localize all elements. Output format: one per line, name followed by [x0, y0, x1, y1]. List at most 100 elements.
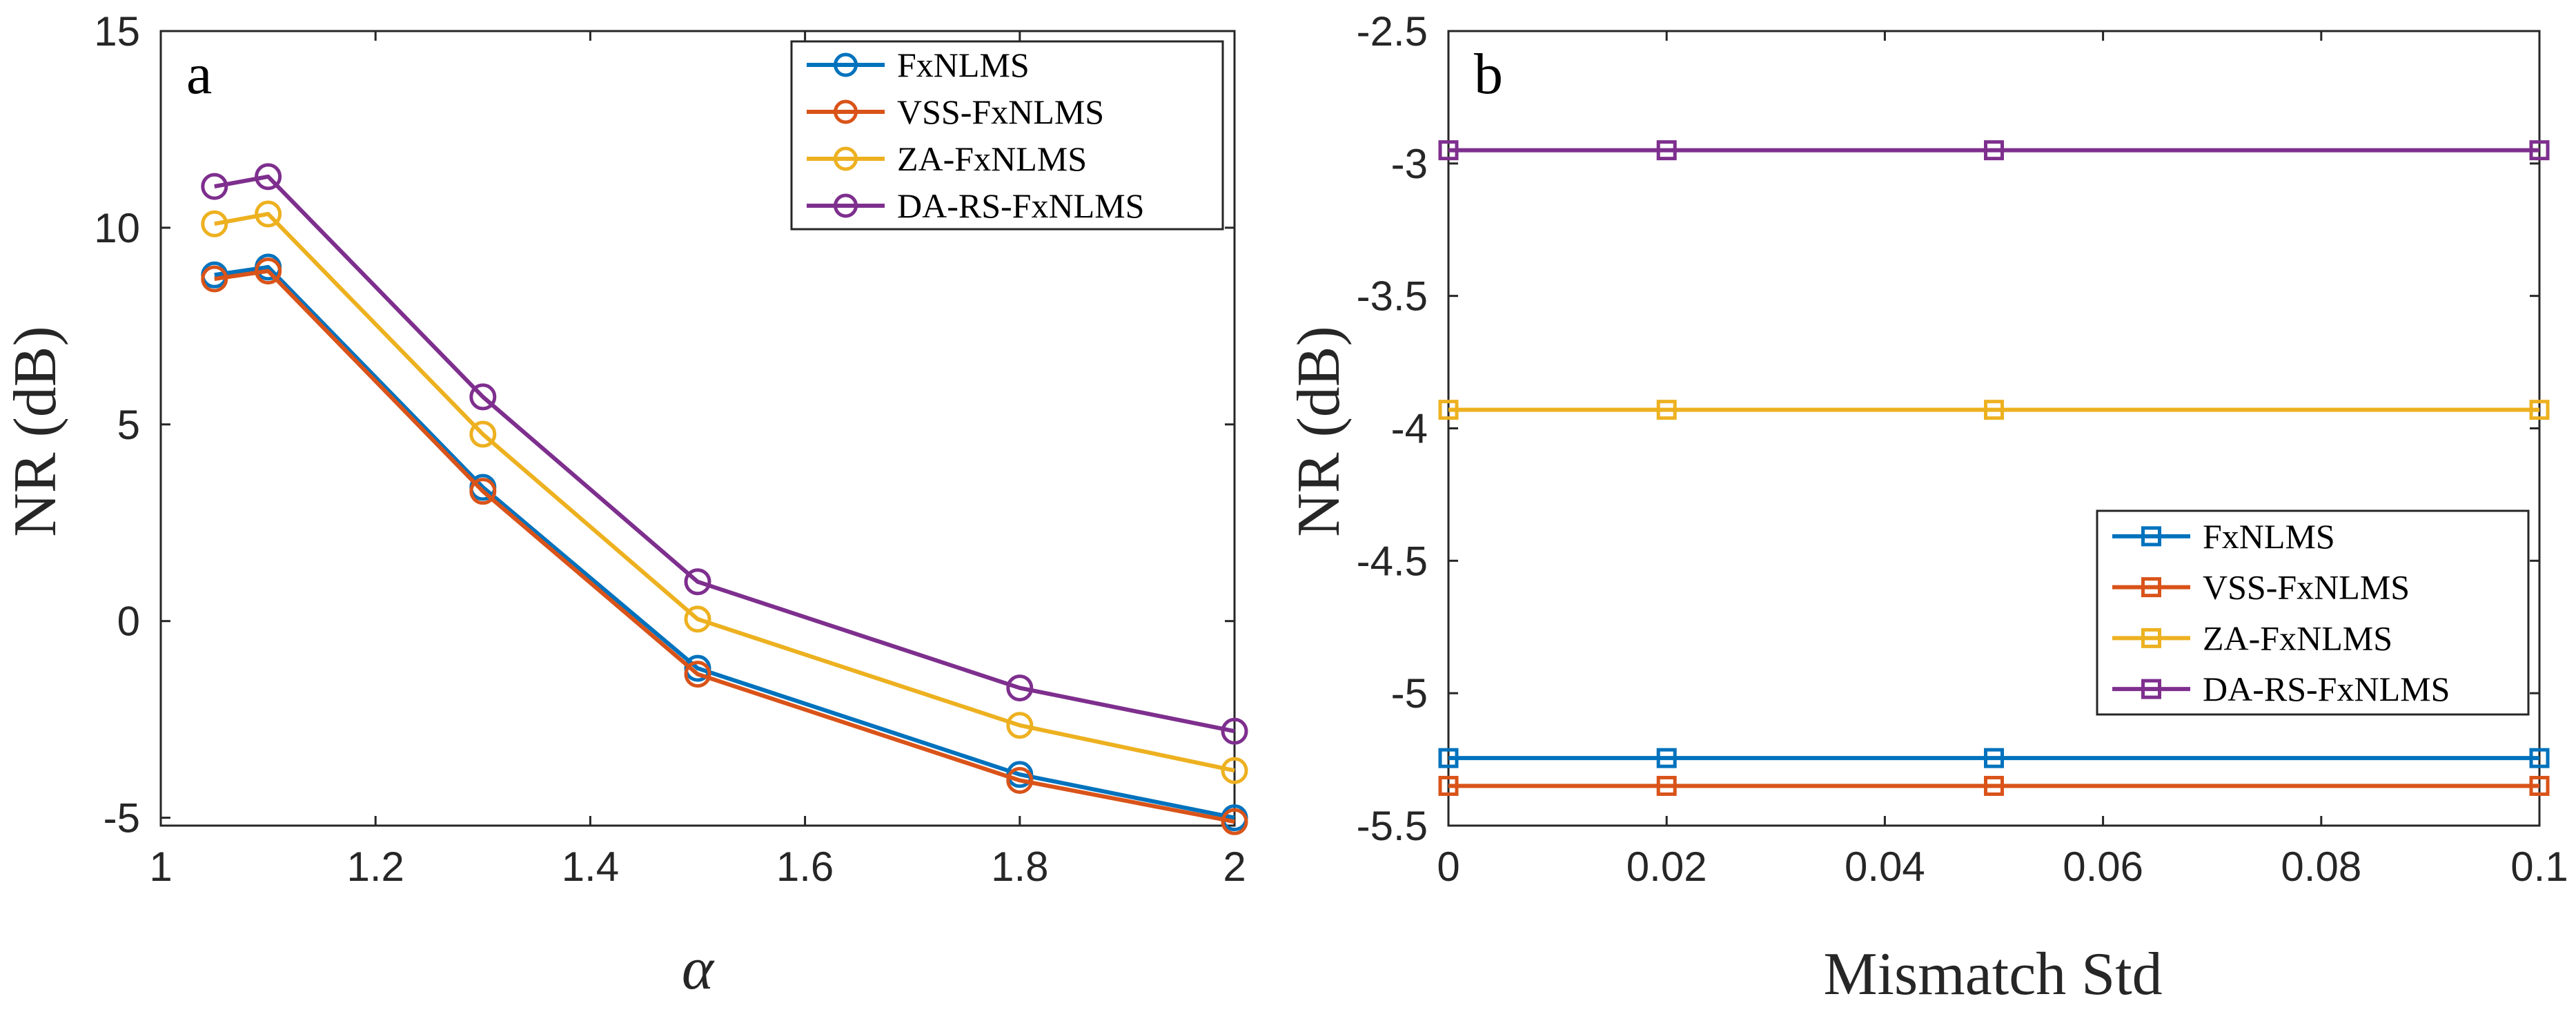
y-tick-label: -3.5 [1357, 273, 1428, 320]
y-tick-label: -5.5 [1357, 803, 1428, 849]
data-point [1438, 400, 1459, 420]
plot-frame [159, 30, 1236, 827]
series-line-da-rs-fxnlms [214, 174, 1235, 734]
legend-entry-vss-fxnlms: VSS-FxNLMS [2112, 568, 2410, 607]
series-line-vss-fxnlms [214, 269, 1235, 824]
data-point [1438, 748, 1459, 768]
legend-entry-fxnlms: FxNLMS [2112, 517, 2335, 556]
legend-box [790, 40, 1224, 231]
panel-letter: a [186, 42, 212, 106]
data-point [201, 210, 228, 237]
legend-label: DA-RS-FxNLMS [897, 186, 1144, 225]
data-point [2529, 775, 2550, 796]
legend-entry-vss-fxnlms: VSS-FxNLMS [807, 93, 1104, 131]
x-tick-label: 0.02 [1626, 844, 1707, 890]
data-point [684, 605, 711, 633]
legend-marker [2141, 526, 2161, 547]
data-point [1984, 140, 2004, 161]
panel-a: 1 1.2 1.4 1.6 1.8 2 -5 0 5 10 15 α NR (dB) a FxNLMS VSS… [2, 8, 1248, 1002]
data-point [1006, 712, 1034, 739]
y-tick-label: 5 [117, 402, 140, 448]
data-point [1438, 140, 1459, 161]
y-axis-label: NR (dB) [1286, 326, 1353, 537]
data-point [1006, 674, 1034, 702]
legend-entry-za-fxnlms: ZA-FxNLMS [807, 139, 1087, 178]
series-da-rs-fxnlms [201, 163, 1248, 745]
series-line-za-fxnlms [214, 211, 1235, 773]
series-vss-fxnlms [1438, 775, 2550, 796]
panel-b: 0 0.02 0.04 0.06 0.08 0.1 -5.5 -5 -4.5 -4 -3.5 -3 -2… [1286, 8, 2568, 1008]
legend-label: VSS-FxNLMS [2203, 568, 2410, 607]
data-point [684, 661, 711, 688]
series-fxnlms [1438, 748, 2550, 768]
data-point [469, 383, 497, 411]
legend-entry-fxnlms: FxNLMS [807, 46, 1030, 84]
data-point [1984, 400, 2004, 420]
legend-entry-za-fxnlms: ZA-FxNLMS [2112, 619, 2392, 657]
data-point [1438, 775, 1459, 796]
data-point [469, 420, 497, 448]
series-fxnlms [201, 253, 1248, 832]
y-tick-label: -5 [1391, 670, 1428, 717]
x-tick-label: 2 [1223, 844, 1246, 890]
x-tick-label: 1.6 [776, 844, 834, 890]
data-point [1984, 775, 2004, 796]
data-point [469, 478, 497, 505]
legend-marker [2141, 679, 2161, 699]
legend-box [2096, 509, 2530, 716]
legend-marker [834, 99, 858, 124]
data-point [255, 163, 282, 191]
panel-letter: b [1474, 42, 1503, 106]
data-point [201, 173, 228, 200]
y-tick-label: 10 [94, 205, 140, 251]
data-point [2529, 140, 2550, 161]
y-tick-label: -5 [104, 795, 140, 841]
legend-entry-da-rs-fxnlms: DA-RS-FxNLMS [2112, 670, 2450, 708]
x-tick-label: 1.8 [991, 844, 1048, 890]
y-axis-label: NR (dB) [2, 326, 69, 537]
data-point [1221, 757, 1248, 784]
series-da-rs-fxnlms [1438, 140, 2550, 161]
x-tick-label: 1 [149, 844, 172, 890]
legend-label: DA-RS-FxNLMS [2203, 670, 2450, 708]
x-axis-label: Mismatch Std [1823, 941, 2162, 1008]
x-axis-label: α [682, 935, 715, 1002]
data-point [255, 200, 282, 228]
legend: FxNLMS VSS-FxNLMS ZA-FxNLMS DA-RS-FxNLMS [790, 40, 1224, 231]
y-tick-label: -4 [1391, 406, 1428, 452]
x-tick-label: 0.04 [1845, 844, 1925, 890]
x-tick-label: 0 [1437, 844, 1459, 890]
x-tick-label: 1.2 [346, 844, 404, 890]
y-tick-label: 0 [117, 599, 140, 645]
data-point [1221, 808, 1248, 835]
legend-label: VSS-FxNLMS [897, 93, 1104, 131]
legend-label: FxNLMS [2203, 517, 2335, 556]
legend-marker [2141, 627, 2161, 648]
legend-label: ZA-FxNLMS [897, 139, 1087, 178]
data-point [1656, 748, 1677, 768]
x-tick-label: 0.08 [2281, 844, 2361, 890]
legend-marker [834, 146, 858, 171]
data-point [1221, 717, 1248, 745]
data-point [201, 265, 228, 293]
legend: FxNLMS VSS-FxNLMS ZA-FxNLMS DA-RS-FxNLMS [2096, 509, 2530, 716]
y-tick-label: -3 [1391, 141, 1428, 187]
legend-label: ZA-FxNLMS [2203, 619, 2392, 657]
data-point [1656, 400, 1677, 420]
data-point [684, 568, 711, 596]
series-za-fxnlms [201, 200, 1248, 784]
legend-marker [834, 52, 858, 77]
data-point [255, 257, 282, 285]
data-point [2529, 748, 2550, 768]
x-tick-label: 0.1 [2510, 844, 2568, 890]
series-vss-fxnlms [201, 257, 1248, 835]
data-point [1006, 766, 1034, 794]
y-tick-label: -4.5 [1357, 538, 1428, 584]
data-point [1656, 140, 1677, 161]
series-za-fxnlms [1438, 400, 2550, 420]
data-point [1656, 775, 1677, 796]
y-tick-label: -2.5 [1357, 8, 1428, 55]
legend-marker [834, 193, 858, 218]
x-tick-label: 1.4 [562, 844, 619, 890]
